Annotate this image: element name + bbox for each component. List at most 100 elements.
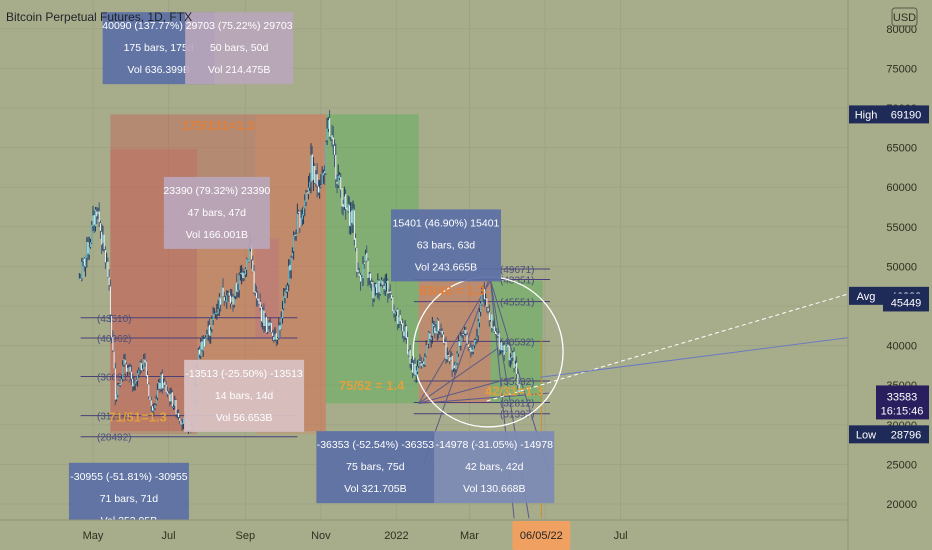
- fan-line: [418, 280, 491, 404]
- candle-body: [426, 344, 428, 346]
- candle: [480, 300, 482, 317]
- candle: [210, 327, 212, 344]
- candle-body: [299, 211, 301, 228]
- candle-body: [394, 312, 396, 315]
- candle: [286, 282, 289, 299]
- candle-body: [117, 385, 119, 396]
- candle-body: [320, 185, 322, 188]
- candle-body: [265, 316, 267, 333]
- candle: [312, 157, 315, 192]
- candle-body: [449, 357, 451, 361]
- currency-button[interactable]: USD: [891, 7, 918, 27]
- candle-body: [200, 342, 202, 356]
- candle: [433, 320, 435, 333]
- candle-body: [442, 334, 445, 343]
- candle: [127, 365, 129, 376]
- candle-body: [211, 318, 213, 330]
- measure-box-text: Vol 243.665B: [415, 261, 477, 273]
- candle-body: [291, 252, 293, 257]
- candle-body: [91, 224, 93, 244]
- candle: [393, 304, 395, 318]
- low-price-value-bg: [883, 425, 929, 444]
- candle: [272, 330, 274, 341]
- candle: [270, 321, 272, 334]
- candle-body: [94, 209, 97, 227]
- candle: [149, 396, 151, 401]
- candle-body: [124, 360, 126, 364]
- candle: [258, 298, 260, 305]
- current-date-tag: [512, 521, 571, 550]
- fan-line: [418, 392, 549, 404]
- candle: [274, 327, 276, 342]
- candle: [288, 259, 290, 292]
- candle: [340, 173, 342, 198]
- candle-body: [231, 297, 233, 302]
- last-price-value: 33583: [887, 391, 918, 403]
- price-tick-label: 60000: [886, 182, 917, 194]
- candle-body: [229, 295, 232, 304]
- candle: [166, 386, 168, 398]
- candle-body: [395, 309, 398, 312]
- candle: [493, 318, 495, 334]
- candle: [233, 295, 235, 308]
- candle-body: [363, 262, 365, 264]
- candle-body: [473, 339, 476, 346]
- candle-body: [125, 364, 128, 372]
- candle-body: [294, 234, 296, 236]
- candle: [497, 331, 499, 339]
- candle: [438, 318, 440, 339]
- price-axis[interactable]: [848, 0, 932, 550]
- currency-button-frame[interactable]: [891, 7, 918, 27]
- time-tick-label: Nov: [311, 530, 331, 542]
- candle: [504, 350, 507, 354]
- candle-body: [404, 326, 406, 338]
- candle: [97, 207, 99, 220]
- candle-body: [140, 363, 142, 371]
- candle-body: [464, 329, 466, 334]
- candle-body: [400, 320, 402, 325]
- candle-body: [392, 297, 394, 312]
- candle: [404, 320, 406, 341]
- candle-body: [175, 399, 177, 415]
- candle: [459, 340, 461, 347]
- candle: [381, 277, 383, 286]
- candle: [415, 365, 417, 383]
- candle: [174, 395, 176, 410]
- time-axis[interactable]: [0, 520, 848, 550]
- candle-body: [465, 329, 467, 334]
- candle-body: [160, 374, 162, 390]
- candle-body: [497, 334, 499, 336]
- candle-body: [154, 404, 156, 409]
- price-tick-label: 65000: [886, 143, 917, 155]
- candle: [171, 389, 173, 409]
- candle-body: [384, 283, 386, 291]
- candle-body: [466, 335, 468, 344]
- candle-body: [169, 394, 171, 402]
- candle-body: [381, 279, 383, 285]
- candle: [488, 304, 490, 327]
- candle-body: [85, 256, 87, 268]
- candle-body: [407, 337, 409, 355]
- fib-level-label: (45551): [500, 298, 534, 309]
- candle: [378, 279, 380, 301]
- candle: [363, 261, 365, 269]
- fib-level-label: (40532): [500, 337, 534, 348]
- candle-body: [330, 135, 332, 138]
- candle: [394, 310, 396, 322]
- candle: [82, 258, 84, 267]
- candle-body: [470, 347, 472, 352]
- average-price-label: Avg: [857, 291, 876, 303]
- measure-box: -13513 (-25.50%) -13513 14 bars, 14d Vol 5…: [184, 359, 305, 432]
- candle: [281, 301, 284, 324]
- candle-body: [90, 242, 92, 248]
- candle: [218, 293, 220, 317]
- candle: [93, 210, 95, 234]
- candle: [108, 269, 110, 291]
- candle: [241, 264, 243, 285]
- currency-button-label[interactable]: USD: [893, 12, 916, 24]
- candle-body: [156, 389, 159, 398]
- candle-body: [223, 297, 225, 301]
- candle-body: [295, 233, 297, 236]
